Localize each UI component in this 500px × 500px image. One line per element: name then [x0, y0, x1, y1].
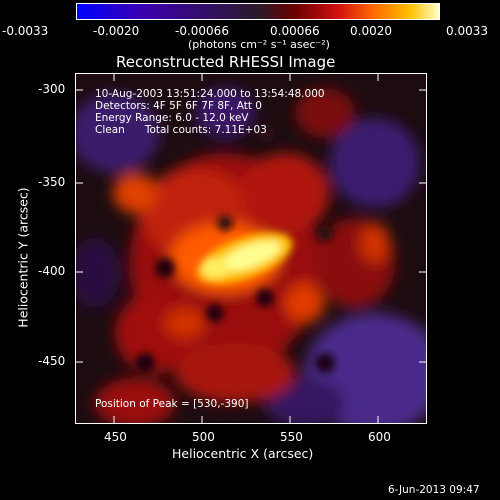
colorbar-tick: -0.0020 [93, 24, 140, 38]
energy-range-annotation: Energy Range: 6.0 - 12.0 keV [95, 112, 249, 124]
colorbar-tick: 0.0033 [446, 24, 488, 38]
x-tick-label: 450 [104, 430, 127, 444]
x-tick-label: 600 [368, 430, 391, 444]
plot-title: Reconstructed RHESSI Image [116, 53, 336, 71]
colorbar-tick: 0.0020 [350, 24, 392, 38]
colorbar-tick: -0.0033 [2, 24, 49, 38]
detectors-annotation: Detectors: 4F 5F 6F 7F 8F, Att 0 [95, 100, 262, 112]
x-axis-label: Heliocentric X (arcsec) [172, 446, 314, 461]
time-range-annotation: 10-Aug-2003 13:51:24.000 to 13:54:48.000 [95, 88, 325, 100]
y-tick-label: -400 [38, 264, 66, 278]
y-tick-label: -300 [38, 82, 66, 96]
footer-timestamp: 6-Jun-2013 09:47 [388, 484, 480, 496]
colorbar-tick: 0.00066 [270, 24, 320, 38]
y-axis-label: Heliocentric Y (arcsec) [15, 187, 31, 328]
peak-position-annotation: Position of Peak = [530,-390] [95, 398, 249, 410]
rhessi-image [75, 73, 427, 424]
x-tick-label: 500 [192, 430, 215, 444]
colorbar-units: (photons cm⁻² s⁻¹ asec⁻²) [188, 38, 330, 51]
algorithm-counts-annotation: Clean Total counts: 7.11E+03 [95, 124, 267, 136]
colorbar [76, 3, 440, 20]
y-tick-label: -350 [38, 175, 66, 189]
y-tick-label: -450 [38, 354, 66, 368]
x-tick-label: 550 [280, 430, 303, 444]
colorbar-tick: -0.00066 [175, 24, 229, 38]
